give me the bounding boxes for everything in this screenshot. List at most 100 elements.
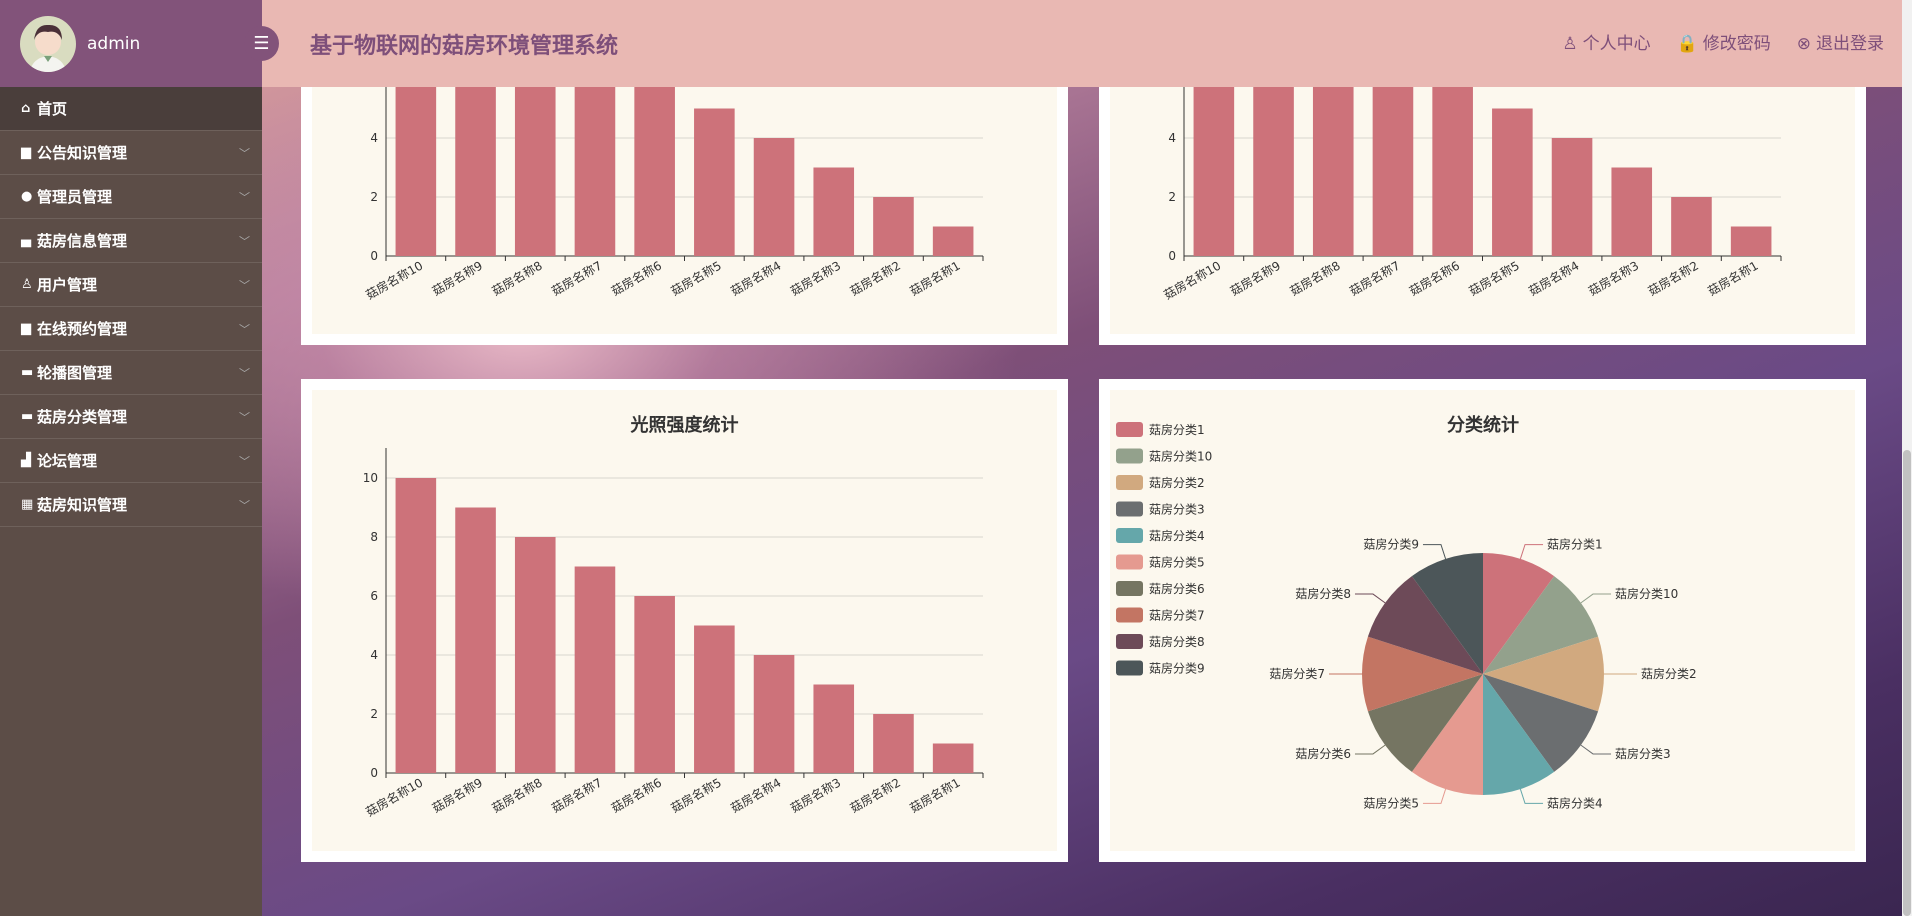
legend-label[interactable]: 菇房分类9 <box>1149 661 1205 676</box>
x-tick-label: 菇房名称7 <box>549 775 605 816</box>
sidebar-item-6[interactable]: ▬ 轮播图管理 ﹀ <box>0 351 262 395</box>
legend-swatch[interactable] <box>1116 554 1143 570</box>
bar[interactable] <box>1730 226 1772 257</box>
legend-label[interactable]: 菇房分类4 <box>1149 528 1205 543</box>
pie-slice[interactable] <box>1483 553 1555 674</box>
sidebar-menu: ⌂ 首页 ▆ 公告知识管理 ﹀ ● 管理员管理 ﹀ ▄ 菇房信息管理 ﹀ ♙ 用户管理 ﹀ ▆ 在线预约管理 ﹀… <box>0 87 262 527</box>
legend-swatch[interactable] <box>1116 422 1143 437</box>
bar[interactable] <box>1432 79 1473 256</box>
pie-slice[interactable] <box>1483 636 1604 712</box>
legend-label[interactable]: 菇房分类1 <box>1149 422 1205 437</box>
chevron-down-icon: ﹀ <box>239 146 250 160</box>
bar[interactable] <box>634 596 675 773</box>
legend-label[interactable]: 菇房分类3 <box>1149 502 1205 517</box>
header-link-1[interactable]: 🔒 修改密码 <box>1677 29 1771 54</box>
legend-swatch[interactable] <box>1116 501 1143 517</box>
pie-slice[interactable] <box>1483 674 1599 772</box>
bar[interactable] <box>753 138 795 256</box>
sidebar-item-5[interactable]: ▆ 在线预约管理 ﹀ <box>0 307 262 351</box>
legend-label[interactable]: 菇房分类5 <box>1149 555 1205 570</box>
avatar[interactable] <box>20 15 76 72</box>
x-tick-label: 菇房名称7 <box>549 258 605 299</box>
bar[interactable] <box>634 79 675 256</box>
label-line <box>1580 593 1612 604</box>
x-tick-label: 菇房名称10 <box>1161 258 1223 303</box>
bar[interactable] <box>1551 138 1593 256</box>
legend-swatch[interactable] <box>1116 660 1143 676</box>
sidebar-item-label: 轮播图管理 <box>37 364 113 382</box>
chevron-down-icon: ﹀ <box>239 322 250 336</box>
bar[interactable] <box>574 566 616 774</box>
sidebar-item-9[interactable]: ▦ 菇房知识管理 ﹀ <box>0 483 262 527</box>
pie-slice[interactable] <box>1411 674 1483 795</box>
legend-swatch[interactable] <box>1116 607 1143 623</box>
x-tick-label: 菇房名称5 <box>668 775 724 816</box>
y-tick-label: 2 <box>1168 190 1176 204</box>
bar[interactable] <box>694 625 735 774</box>
legend-label[interactable]: 菇房分类7 <box>1149 608 1205 623</box>
y-tick-label: 2 <box>370 190 378 204</box>
bar[interactable] <box>395 478 437 773</box>
category-pie-panel: 分类统计 菇房分类1 菇房分类10 菇房分类2 菇房分类3 菇房分类4 菇房分类5 菇房分类6… <box>1099 379 1866 862</box>
label-line <box>1354 593 1386 604</box>
y-tick-label: 10 <box>363 471 378 485</box>
sidebar-item-8[interactable]: ▟ 论坛管理 ﹀ <box>0 439 262 483</box>
user-outline-icon: ♙ <box>21 277 33 292</box>
pie-slice[interactable] <box>1483 576 1599 674</box>
pie-slice[interactable] <box>1367 576 1483 674</box>
sidebar-item-label: 首页 <box>37 100 68 118</box>
legend-swatch[interactable] <box>1116 528 1143 543</box>
bar-chart: 0246810菇房名称10菇房名称9菇房名称8菇房名称7菇房名称6菇房名称5菇房… <box>1161 0 1782 303</box>
bar[interactable] <box>932 226 974 257</box>
legend-label[interactable]: 菇房分类6 <box>1149 581 1205 596</box>
sidebar-item-4[interactable]: ♙ 用户管理 ﹀ <box>0 263 262 307</box>
header-link-2[interactable]: ⊗ 退出登录 <box>1797 29 1884 54</box>
bar[interactable] <box>1611 167 1653 257</box>
bar[interactable] <box>932 743 974 774</box>
legend-label[interactable]: 菇房分类10 <box>1149 449 1212 464</box>
bar[interactable] <box>873 197 914 256</box>
sidebar-toggle-button[interactable]: ☰ <box>244 26 279 61</box>
bar[interactable] <box>1671 197 1712 256</box>
bar[interactable] <box>813 167 855 257</box>
y-tick-label: 6 <box>370 589 378 603</box>
scrollbar-thumb[interactable] <box>1903 450 1911 916</box>
grid-icon: ▦ <box>21 497 34 512</box>
chevron-down-icon: ﹀ <box>239 410 250 424</box>
sidebar-item-0[interactable]: ⌂ 首页 <box>0 87 262 131</box>
legend-label[interactable]: 菇房分类8 <box>1149 634 1205 649</box>
sidebar-item-label: 管理员管理 <box>37 188 113 206</box>
legend-swatch[interactable] <box>1116 475 1143 490</box>
chevron-down-icon: ﹀ <box>239 234 250 248</box>
pie-slice[interactable] <box>1367 674 1483 772</box>
pie-slice[interactable] <box>1483 674 1555 795</box>
sidebar-item-1[interactable]: ▆ 公告知识管理 ﹀ <box>0 131 262 175</box>
sidebar-item-3[interactable]: ▄ 菇房信息管理 ﹀ <box>0 219 262 263</box>
bar[interactable] <box>813 684 855 774</box>
legend-swatch[interactable] <box>1116 448 1143 464</box>
sidebar-item-2[interactable]: ● 管理员管理 ﹀ <box>0 175 262 219</box>
bar[interactable] <box>694 108 735 257</box>
sidebar-item-7[interactable]: ▬ 菇房分类管理 ﹀ <box>0 395 262 439</box>
pie-slice[interactable] <box>1362 636 1483 712</box>
header-link-0[interactable]: ♙ 个人中心 <box>1562 29 1650 54</box>
pie-slice[interactable] <box>1411 553 1483 674</box>
inbox-icon: ▄ <box>21 233 31 248</box>
x-tick-label: 菇房名称8 <box>489 775 545 816</box>
legend-label[interactable]: 菇房分类2 <box>1149 475 1205 490</box>
bar[interactable] <box>873 714 914 773</box>
scrollbar[interactable] <box>1902 0 1912 916</box>
slice-label: 菇房分类6 <box>1295 746 1351 761</box>
x-tick-label: 菇房名称1 <box>907 775 963 816</box>
bar[interactable] <box>455 507 496 774</box>
x-tick-label: 菇房名称9 <box>429 258 485 299</box>
x-tick-label: 菇房名称10 <box>363 775 425 820</box>
label-line <box>1519 544 1544 560</box>
bar[interactable] <box>753 655 795 773</box>
legend-swatch[interactable] <box>1116 581 1143 596</box>
legend-swatch[interactable] <box>1116 634 1143 649</box>
x-tick-label: 菇房名称4 <box>728 775 784 816</box>
bar[interactable] <box>1492 108 1533 257</box>
bar[interactable] <box>514 537 556 773</box>
